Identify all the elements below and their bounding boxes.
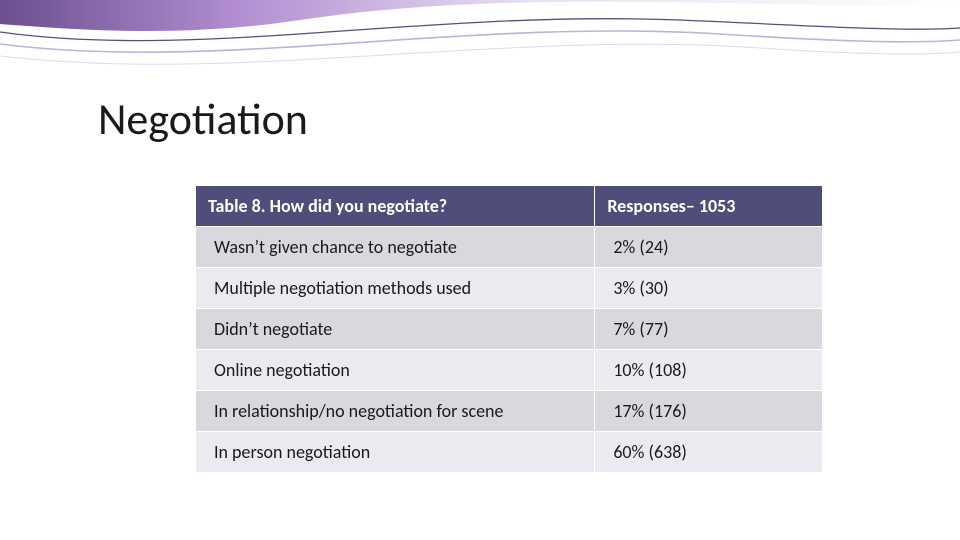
table-cell-label: Didn’t negotiate xyxy=(196,309,595,350)
table-cell-value: 7% (77) xyxy=(595,309,823,350)
table-cell-label: In relationship/no negotiation for scene xyxy=(196,391,595,432)
table-row: Didn’t negotiate 7% (77) xyxy=(196,309,823,350)
table-cell-value: 2% (24) xyxy=(595,227,823,268)
table-header-row: Table 8. How did you negotiate? Response… xyxy=(196,186,823,227)
table-cell-value: 3% (30) xyxy=(595,268,823,309)
table-row: Online negotiation 10% (108) xyxy=(196,350,823,391)
table-cell-label: In person negotiation xyxy=(196,432,595,473)
table-row: In relationship/no negotiation for scene… xyxy=(196,391,823,432)
table-cell-label: Online negotiation xyxy=(196,350,595,391)
table-row: Multiple negotiation methods used 3% (30… xyxy=(196,268,823,309)
table-header-responses: Responses– 1053 xyxy=(595,186,823,227)
table-cell-value: 60% (638) xyxy=(595,432,823,473)
table-header-question: Table 8. How did you negotiate? xyxy=(196,186,595,227)
slide-title: Negotiation xyxy=(98,92,308,146)
table-cell-label: Multiple negotiation methods used xyxy=(196,268,595,309)
table-row: Wasn’t given chance to negotiate 2% (24) xyxy=(196,227,823,268)
table-row: In person negotiation 60% (638) xyxy=(196,432,823,473)
table-cell-label: Wasn’t given chance to negotiate xyxy=(196,227,595,268)
negotiation-table: Table 8. How did you negotiate? Response… xyxy=(195,185,823,473)
table-cell-value: 10% (108) xyxy=(595,350,823,391)
table-cell-value: 17% (176) xyxy=(595,391,823,432)
